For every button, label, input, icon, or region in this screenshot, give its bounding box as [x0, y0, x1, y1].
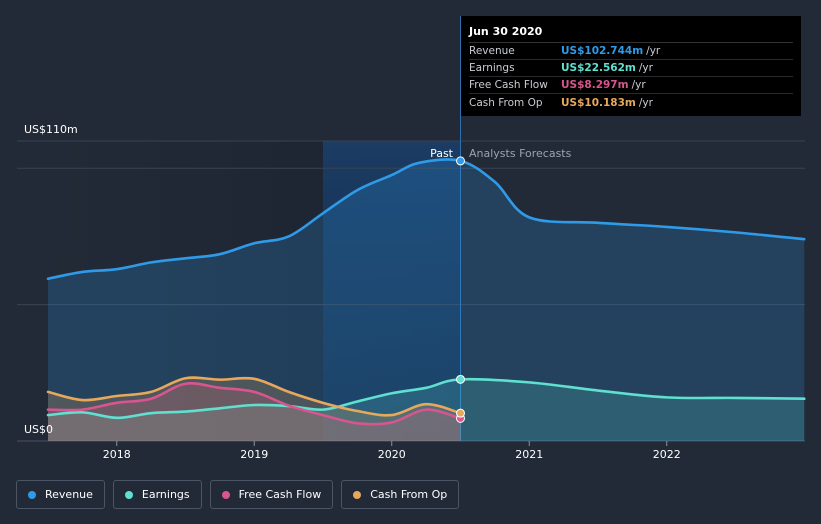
- legend: Revenue Earnings Free Cash Flow Cash Fro…: [16, 480, 460, 509]
- chart-canvas: US$110m US$0 Past Analysts Forecasts 201…: [17, 16, 806, 461]
- legend-item-cash-from-op[interactable]: Cash From Op: [341, 480, 460, 509]
- legend-dot-icon: [28, 490, 36, 499]
- tooltip-unit: /yr: [638, 96, 653, 109]
- x-tick-label: 2020: [378, 448, 406, 461]
- cash-from-op-marker: [456, 408, 465, 418]
- tooltip-label: Revenue: [469, 45, 515, 57]
- cash-from-op-line: [46, 376, 462, 417]
- tooltip-value: US$10.183m: [561, 96, 636, 109]
- x-tick-label: 2021: [515, 448, 543, 461]
- legend-dot-icon: [221, 490, 230, 499]
- free-cash-flow-line: [46, 382, 462, 426]
- revenue-area: [48, 159, 805, 441]
- tooltip-value: US$102.744m: [561, 45, 644, 57]
- past-label: Past: [430, 147, 454, 160]
- free-cash-flow-area: [48, 383, 461, 441]
- legend-label: Cash From Op: [370, 488, 448, 501]
- tooltip-value: US$22.562m: [561, 62, 636, 74]
- x-tick-label: 2022: [653, 448, 681, 461]
- tooltip-row-free-cash-flow: Free Cash Flow US$8.297m /yr: [469, 77, 793, 94]
- y-axis-min-label: US$0: [24, 423, 53, 436]
- tooltip-value: US$8.297m: [561, 79, 629, 91]
- legend-item-earnings[interactable]: Earnings: [112, 480, 202, 509]
- tooltip-date: Jun 30 2020: [469, 24, 793, 43]
- tooltip-panel: Jun 30 2020 Revenue US$102.744m /yr Earn…: [461, 16, 801, 116]
- y-axis-max-label: US$110m: [24, 123, 78, 136]
- x-tick-label: 2018: [103, 448, 131, 461]
- revenue-marker: [456, 156, 465, 166]
- tooltip-row-cash-from-op: Cash From Op US$10.183m /yr: [469, 94, 793, 111]
- tooltip-unit: /yr: [646, 45, 661, 57]
- legend-dot-icon: [124, 490, 133, 499]
- legend-label: Free Cash Flow: [238, 488, 322, 501]
- earnings-line: [46, 377, 806, 420]
- legend-dot-icon: [353, 490, 362, 499]
- tooltip-row-earnings: Earnings US$22.562m /yr: [469, 60, 793, 77]
- revenue-line: [46, 158, 806, 281]
- cash-from-op-area: [48, 377, 461, 441]
- legend-label: Earnings: [141, 488, 190, 501]
- tooltip-label: Free Cash Flow: [469, 79, 548, 91]
- tooltip-label: Earnings: [469, 62, 515, 74]
- legend-item-revenue[interactable]: Revenue: [16, 480, 105, 509]
- forecast-label: Analysts Forecasts: [469, 147, 572, 160]
- earnings-marker: [456, 374, 465, 384]
- tooltip-row-revenue: Revenue US$102.744m /yr: [469, 43, 793, 60]
- tooltip-unit: /yr: [638, 62, 653, 74]
- x-tick-label: 2019: [240, 448, 268, 461]
- legend-item-free-cash-flow[interactable]: Free Cash Flow: [209, 480, 334, 509]
- tooltip-unit: /yr: [631, 79, 646, 91]
- highlight-region: [323, 141, 461, 441]
- legend-label: Revenue: [45, 488, 93, 501]
- tooltip-label: Cash From Op: [469, 96, 543, 109]
